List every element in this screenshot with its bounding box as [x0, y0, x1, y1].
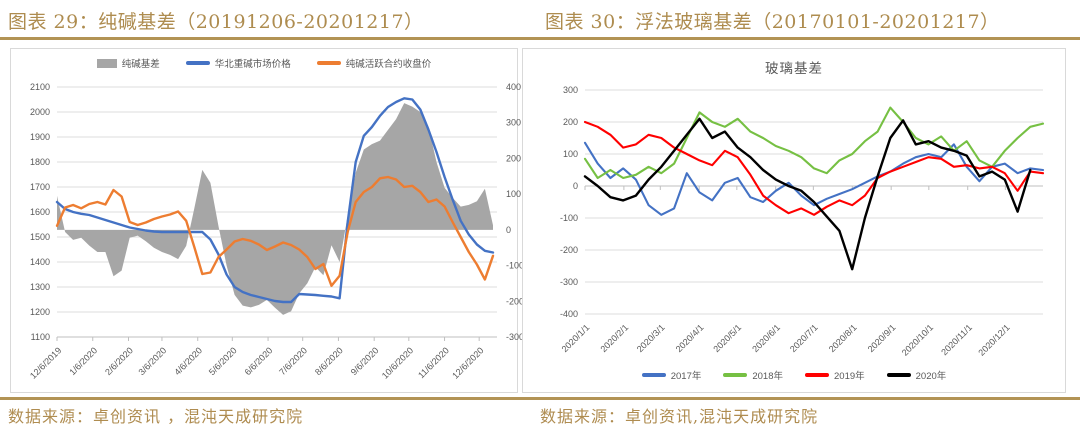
- svg-text:-200: -200: [506, 296, 524, 306]
- svg-text:2020/12/1: 2020/12/1: [976, 322, 1011, 357]
- svg-text:2020/1/1: 2020/1/1: [560, 322, 592, 354]
- svg-text:3/6/2020: 3/6/2020: [137, 345, 169, 377]
- top-gold-rule: [0, 37, 1080, 40]
- legend-item-2020: 2020年: [886, 368, 947, 382]
- green-line-swatch-icon: [723, 373, 748, 377]
- svg-text:2020/3/1: 2020/3/1: [635, 322, 667, 354]
- legend-item-2018: 2018年: [723, 368, 783, 382]
- figure30-source: 数据来源：卓创资讯,混沌天成研究院: [540, 407, 819, 426]
- svg-text:1500: 1500: [30, 232, 50, 242]
- svg-text:5/6/2020: 5/6/2020: [207, 345, 239, 377]
- svg-text:2020/11/1: 2020/11/1: [939, 322, 974, 357]
- svg-text:-400: -400: [560, 309, 578, 319]
- figure29-source: 数据来源：卓创资讯 ，混沌天成研究院: [8, 407, 304, 426]
- svg-text:400: 400: [506, 82, 521, 92]
- svg-text:0: 0: [573, 181, 578, 191]
- svg-text:1600: 1600: [30, 207, 50, 217]
- legend-item-spot-price: 华北重碱市场价格: [185, 56, 291, 70]
- red-line-swatch-icon: [805, 373, 829, 377]
- figure29-title: 图表 29：纯碱基差（20191206-20201217）: [8, 11, 424, 33]
- svg-text:200: 200: [563, 117, 578, 127]
- svg-text:100: 100: [506, 189, 521, 199]
- orange-line-swatch-icon: [316, 61, 341, 65]
- svg-text:2020/7/1: 2020/7/1: [788, 322, 820, 354]
- svg-text:1100: 1100: [31, 332, 50, 342]
- svg-text:10/6/2020: 10/6/2020: [380, 345, 415, 380]
- svg-text:2020/9/1: 2020/9/1: [866, 322, 898, 354]
- svg-text:7/6/2020: 7/6/2020: [277, 345, 309, 377]
- black-line-swatch-icon: [886, 373, 911, 377]
- svg-text:0: 0: [506, 225, 511, 235]
- svg-text:-300: -300: [506, 332, 524, 342]
- legend-item-2017: 2017年: [641, 368, 702, 382]
- svg-text:1400: 1400: [30, 257, 50, 267]
- svg-text:2020/6/1: 2020/6/1: [750, 322, 782, 354]
- bottom-gold-rule: [0, 397, 1080, 400]
- svg-text:2100: 2100: [30, 82, 50, 92]
- svg-text:12/6/2019: 12/6/2019: [28, 345, 63, 380]
- svg-text:2020/10/1: 2020/10/1: [900, 322, 935, 357]
- svg-text:8/6/2020: 8/6/2020: [313, 345, 345, 377]
- svg-text:300: 300: [563, 85, 578, 95]
- chart30-plot: 300 200 100 0 -100 -200 -300 -400 2020/1/1 2020/2…: [560, 85, 1045, 358]
- svg-text:6/6/2020: 6/6/2020: [243, 345, 275, 377]
- legend-item-2019: 2019年: [805, 368, 865, 382]
- svg-text:2020/5/1: 2020/5/1: [711, 322, 743, 354]
- legend-item-futures-close: 纯碱活跃合约收盘价: [316, 56, 432, 70]
- legend-label: 纯碱活跃合约收盘价: [345, 59, 432, 70]
- svg-text:2/6/2020: 2/6/2020: [103, 345, 135, 377]
- svg-text:1200: 1200: [30, 307, 50, 317]
- legend-label: 2019年: [834, 371, 865, 382]
- svg-text:11/6/2020: 11/6/2020: [416, 345, 451, 380]
- legend-label: 2020年: [915, 371, 947, 382]
- svg-text:2000: 2000: [30, 107, 50, 117]
- svg-text:1/6/2020: 1/6/2020: [67, 345, 99, 377]
- blue-line-swatch-icon: [185, 61, 210, 65]
- svg-text:1800: 1800: [30, 157, 50, 167]
- svg-text:12/6/2020: 12/6/2020: [450, 345, 485, 380]
- svg-text:-300: -300: [560, 277, 578, 287]
- legend-label: 纯碱基差: [121, 59, 160, 70]
- chart30-title: 玻璃基差: [765, 61, 823, 76]
- svg-text:-200: -200: [560, 245, 578, 255]
- svg-text:200: 200: [506, 153, 521, 163]
- svg-text:2020/4/1: 2020/4/1: [674, 322, 706, 354]
- legend-label: 2017年: [670, 371, 702, 382]
- svg-text:1300: 1300: [30, 282, 50, 292]
- legend-label: 2018年: [752, 371, 783, 382]
- svg-text:100: 100: [563, 149, 578, 159]
- legend-label: 华北重碱市场价格: [214, 59, 291, 70]
- figure30-chart-box: 玻璃基差 300 200 100 0 -100 -200 -300 -400 2020/1/1 2…: [522, 48, 1066, 393]
- svg-text:9/6/2020: 9/6/2020: [349, 345, 381, 377]
- gray-bar-swatch-icon: [96, 58, 117, 68]
- figure30-title: 图表 30：浮法玻璃基差（20170101-20201217）: [545, 11, 1000, 33]
- legend-item-basis: 纯碱基差: [96, 56, 160, 70]
- svg-text:300: 300: [506, 118, 521, 128]
- blue-line-swatch-icon: [641, 373, 666, 377]
- svg-text:1900: 1900: [30, 132, 50, 142]
- chart29-plot: 2100200019001800170016001500140013001200…: [28, 82, 524, 381]
- svg-text:1700: 1700: [30, 182, 50, 192]
- svg-text:2020/8/1: 2020/8/1: [827, 322, 859, 354]
- svg-text:4/6/2020: 4/6/2020: [172, 345, 204, 377]
- svg-text:-100: -100: [560, 213, 578, 223]
- svg-text:2020/2/1: 2020/2/1: [598, 322, 630, 354]
- svg-text:-100: -100: [506, 261, 524, 271]
- figure29-legend: 纯碱基差 华北重碱市场价格 纯碱活跃合约收盘价: [11, 56, 517, 70]
- figure29-chart-box: 2100 2000 1900 1800 1700 1600 1500 1400 1300 1200…: [10, 48, 524, 393]
- figure30-legend: 2017年 2018年 2019年 2020年: [523, 368, 1065, 382]
